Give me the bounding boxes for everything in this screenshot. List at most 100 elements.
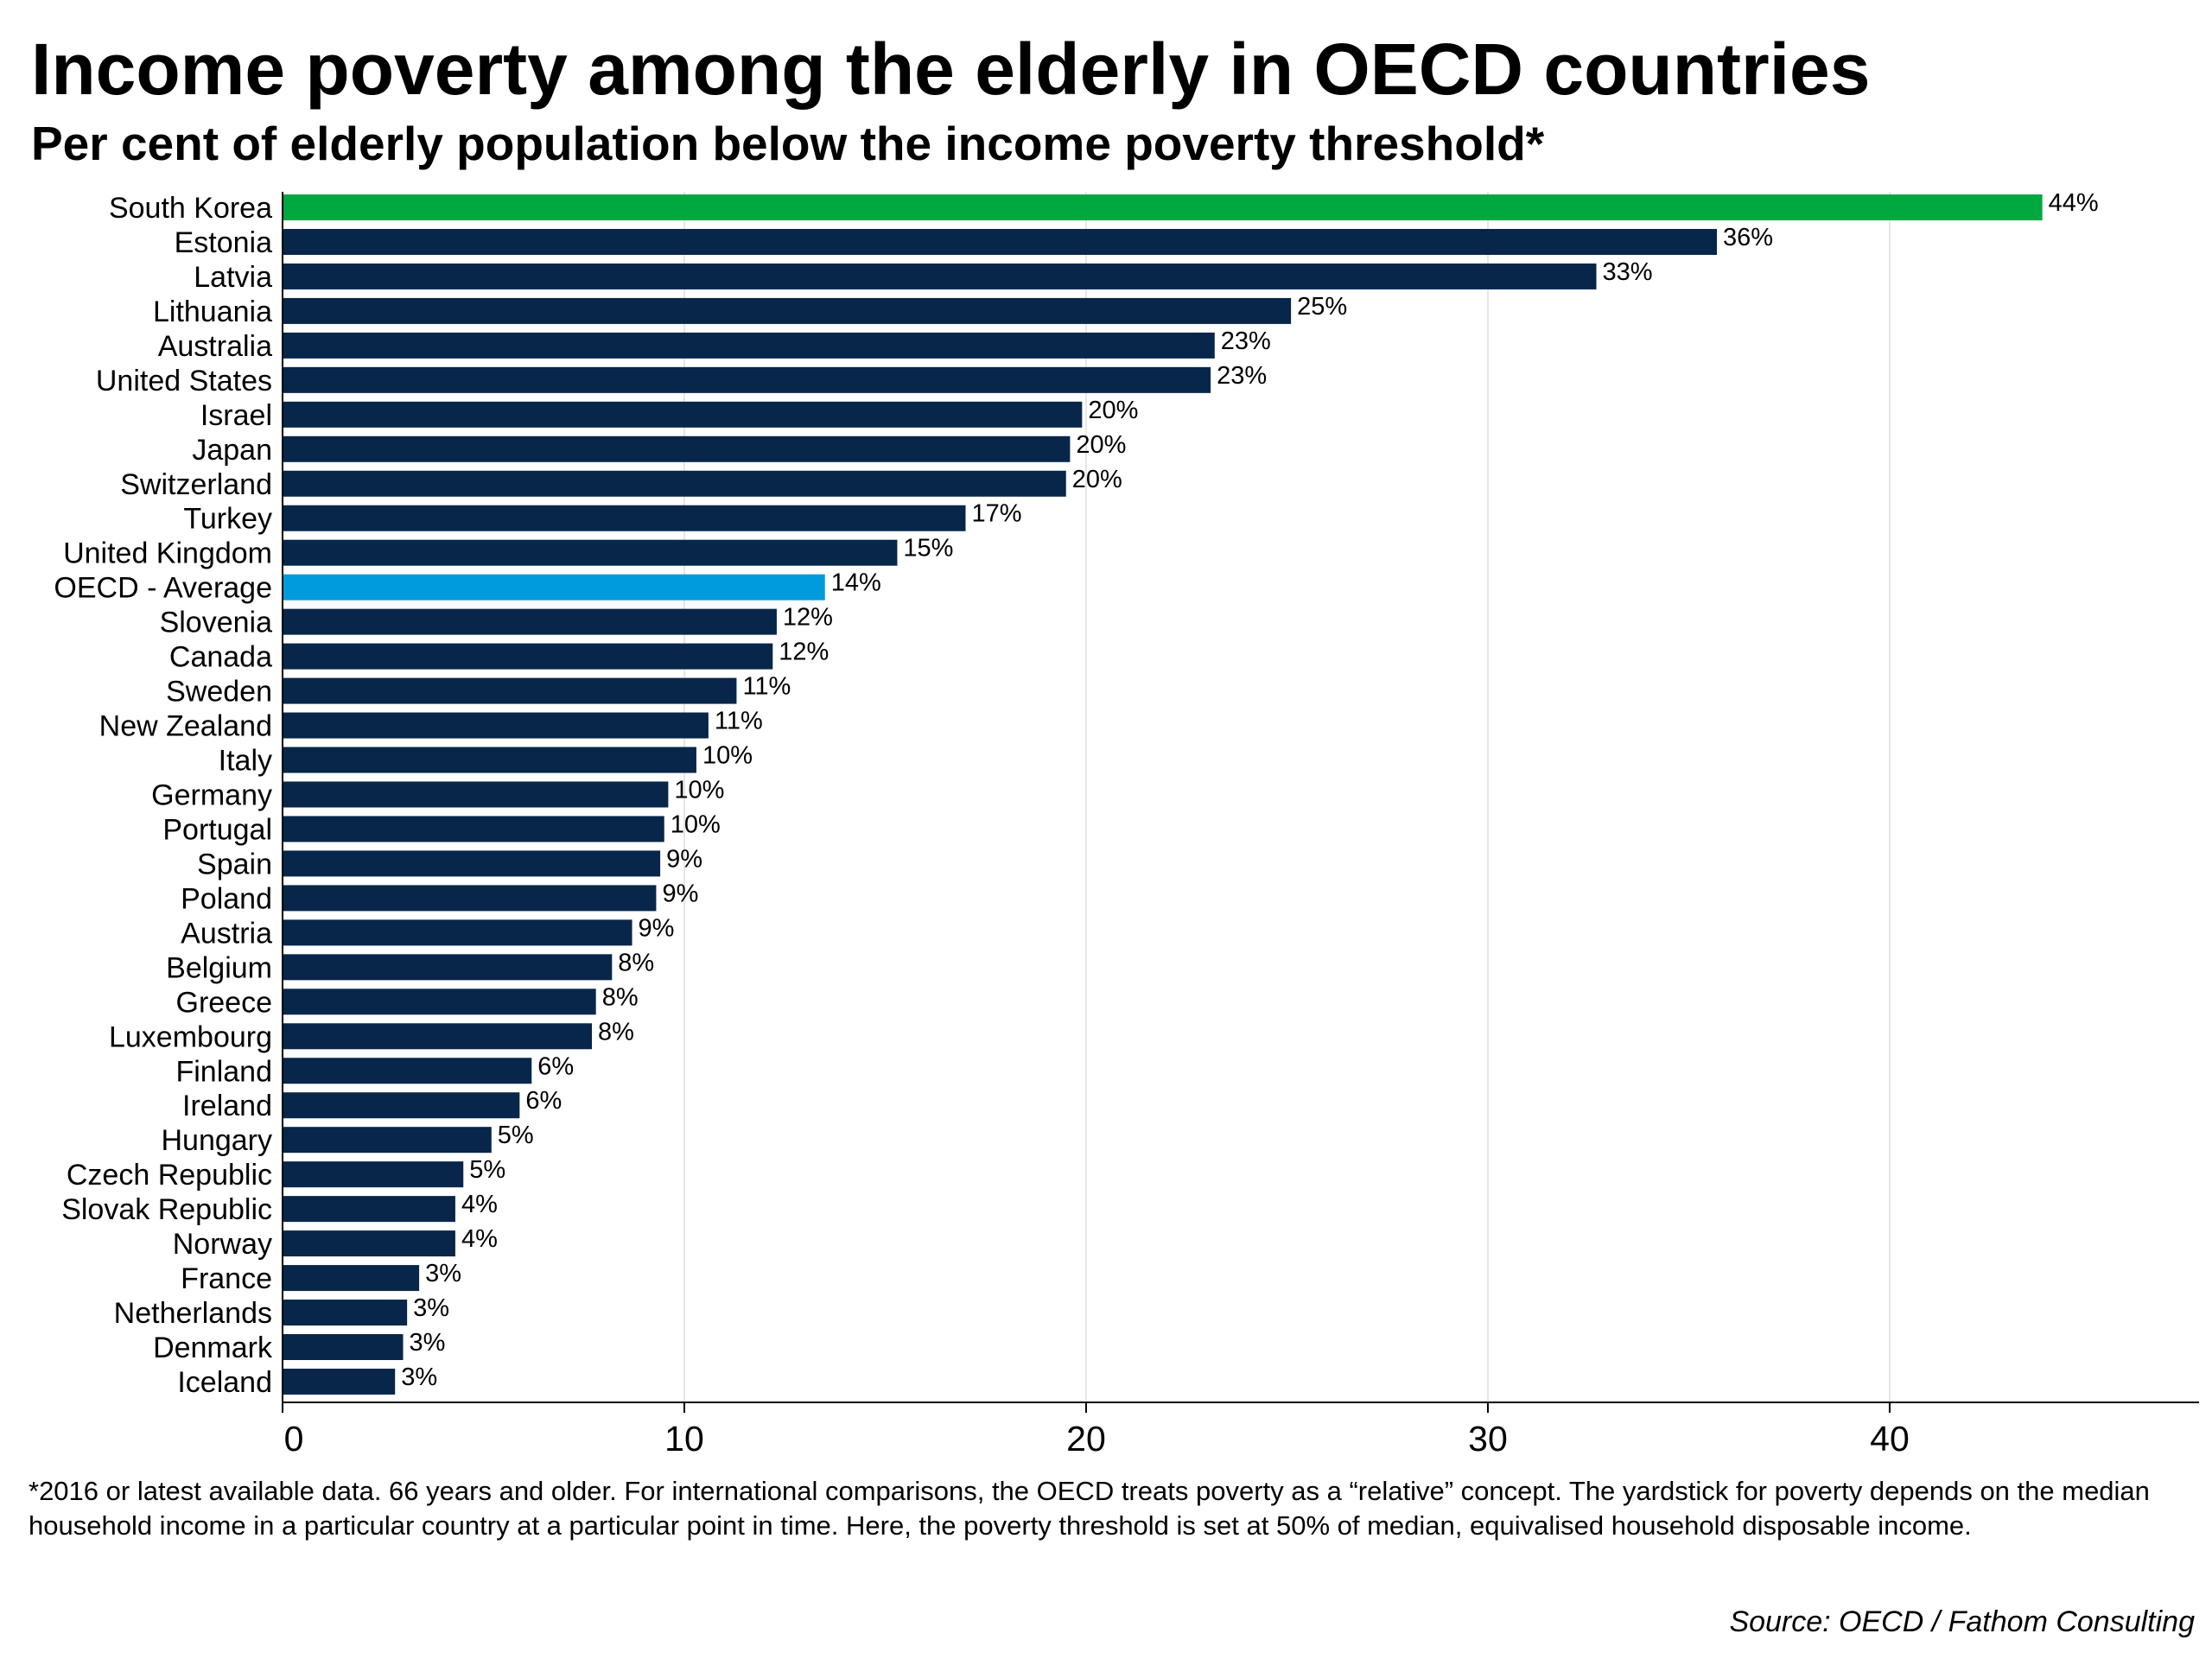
x-tick-label-40: 40: [1870, 1419, 1910, 1459]
category-label-united-kingdom: United Kingdom: [63, 537, 272, 570]
x-tick-label-10: 10: [664, 1419, 704, 1459]
bar-australia: [283, 332, 1215, 359]
category-label-norway: Norway: [173, 1228, 272, 1261]
category-label-australia: Australia: [158, 330, 272, 363]
bar-norway: [283, 1230, 455, 1257]
category-label-portugal: Portugal: [162, 813, 272, 846]
category-label-slovenia: Slovenia: [160, 607, 273, 639]
value-label-sweden: 11%: [742, 673, 791, 701]
value-label-austria: 9%: [639, 914, 675, 942]
x-tick-label-30: 30: [1468, 1419, 1508, 1459]
value-label-norway: 4%: [461, 1225, 498, 1253]
value-label-new-zealand: 11%: [715, 708, 763, 735]
category-label-israel: Israel: [200, 399, 272, 432]
bar-germany: [283, 781, 669, 808]
bar-netherlands: [283, 1300, 408, 1326]
category-label-lithuania: Lithuania: [153, 296, 272, 328]
footnote: *2016 or latest available data. 66 years…: [29, 1476, 2150, 1541]
bar-united-kingdom: [283, 539, 898, 566]
value-label-lithuania: 25%: [1297, 293, 1347, 321]
source-note: Source: OECD / Fathom Consulting: [1729, 1605, 2195, 1638]
value-label-denmark: 3%: [409, 1329, 445, 1357]
category-label-estonia: Estonia: [175, 226, 272, 259]
category-label-switzerland: Switzerland: [120, 468, 272, 501]
value-label-italy: 10%: [702, 742, 753, 770]
category-label-austria: Austria: [181, 917, 272, 950]
bar-greece: [283, 988, 596, 1015]
value-label-australia: 23%: [1221, 327, 1271, 355]
category-label-luxembourg: Luxembourg: [109, 1020, 272, 1053]
bar-israel: [283, 401, 1083, 428]
category-label-greece: Greece: [176, 986, 273, 1019]
category-label-belgium: Belgium: [166, 951, 272, 984]
bar-belgium: [283, 954, 613, 981]
bar-slovak-republic: [283, 1196, 455, 1223]
bar-canada: [283, 643, 773, 670]
value-label-turkey: 17%: [971, 500, 1021, 528]
chart-subtitle: Per cent of elderly population below the…: [31, 117, 1545, 170]
category-label-oecd-average: OECD - Average: [54, 572, 272, 605]
value-label-germany: 10%: [674, 776, 724, 804]
bar-united-states: [283, 366, 1211, 393]
bar-new-zealand: [283, 712, 709, 739]
category-label-czech-republic: Czech Republic: [67, 1159, 272, 1192]
gridlines: [683, 192, 1891, 1402]
category-label-ireland: Ireland: [182, 1090, 272, 1122]
category-label-new-zealand: New Zealand: [99, 710, 272, 743]
value-label-belgium: 8%: [618, 949, 654, 976]
category-label-south-korea: South Korea: [109, 192, 272, 225]
bar-oecd-average: [283, 574, 825, 601]
bar-finland: [283, 1058, 532, 1084]
bar-slovenia: [283, 608, 777, 635]
bar-denmark: [283, 1334, 404, 1361]
category-label-germany: Germany: [151, 779, 272, 811]
category-labels: South KoreaEstoniaLatviaLithuaniaAustral…: [54, 192, 273, 1399]
value-labels: 44% 36% 33% 25% 23% 23% 20% 20% 20% 17% 15% 14% 12% 1…: [401, 189, 2099, 1391]
bar-chart: South KoreaEstoniaLatviaLithuaniaAustral…: [54, 189, 2199, 1459]
bar-portugal: [283, 816, 664, 842]
value-label-switzerland: 20%: [1072, 466, 1122, 493]
category-label-latvia: Latvia: [194, 261, 272, 294]
value-label-united-states: 23%: [1217, 362, 1267, 390]
x-tick-label-0: 0: [284, 1419, 304, 1459]
value-label-slovenia: 12%: [783, 604, 833, 632]
bar-poland: [283, 885, 657, 912]
category-label-sweden: Sweden: [166, 676, 272, 709]
bar-italy: [283, 747, 696, 773]
value-label-luxembourg: 8%: [598, 1018, 634, 1046]
bar-luxembourg: [283, 1023, 593, 1050]
value-label-japan: 20%: [1076, 431, 1126, 459]
category-label-italy: Italy: [219, 745, 272, 778]
bar-iceland: [283, 1368, 396, 1395]
value-label-greece: 8%: [602, 983, 639, 1011]
bar-switzerland: [283, 470, 1066, 497]
category-label-japan: Japan: [192, 434, 272, 467]
value-label-latvia: 33%: [1603, 258, 1653, 286]
category-label-france: France: [181, 1262, 272, 1295]
bar-austria: [283, 919, 632, 946]
axes: [282, 192, 2199, 1403]
category-label-spain: Spain: [197, 848, 272, 880]
bar-japan: [283, 435, 1071, 462]
value-label-oecd-average: 14%: [831, 569, 881, 597]
value-label-netherlands: 3%: [413, 1294, 449, 1322]
x-axis-ticks: 0 10 20 30 40: [282, 1402, 1910, 1459]
bar-spain: [283, 850, 661, 877]
category-label-denmark: Denmark: [153, 1332, 273, 1364]
value-label-france: 3%: [425, 1260, 461, 1287]
value-label-finland: 6%: [537, 1052, 574, 1080]
bar-south-korea: [283, 194, 2043, 220]
category-label-finland: Finland: [175, 1055, 272, 1088]
value-label-portugal: 10%: [671, 810, 721, 838]
value-label-canada: 12%: [779, 639, 829, 666]
value-label-hungary: 5%: [498, 1122, 534, 1149]
value-label-estonia: 36%: [1723, 224, 1773, 251]
bar-sweden: [283, 677, 737, 704]
bar-estonia: [283, 228, 1718, 255]
category-label-poland: Poland: [181, 882, 272, 915]
category-label-netherlands: Netherlands: [114, 1297, 272, 1330]
bar-latvia: [283, 263, 1597, 289]
value-label-ireland: 6%: [525, 1087, 562, 1115]
value-label-south-korea: 44%: [2049, 189, 2099, 217]
bars: [283, 194, 2043, 1395]
